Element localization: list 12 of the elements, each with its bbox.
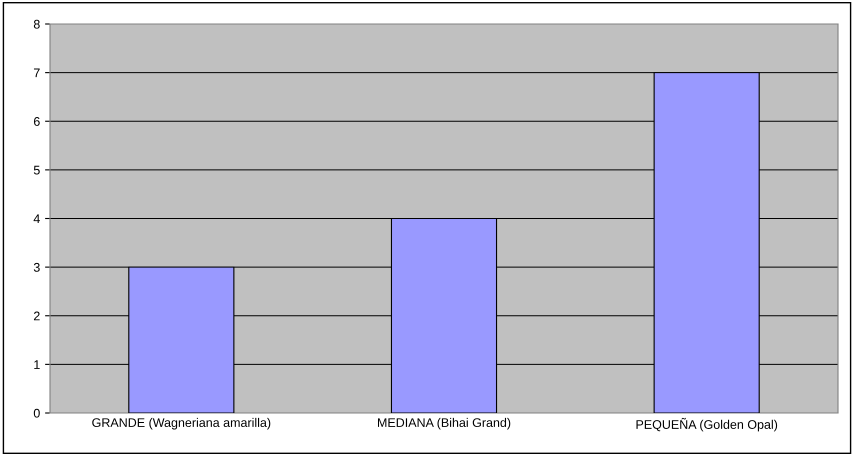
y-tick-label: 6: [34, 117, 40, 126]
y-tick-label: 4: [34, 214, 40, 224]
y-tick-label: 5: [34, 166, 40, 175]
x-tick-label: MEDIANA (Bihai Grand): [378, 418, 510, 430]
y-tick-label: 0: [34, 408, 40, 418]
x-tick-label: GRANDE (Wagneriana amarilla): [92, 418, 270, 430]
y-tick-label: 7: [34, 68, 40, 78]
y-tick-label: 2: [34, 312, 40, 320]
y-tick-label: 8: [34, 20, 40, 29]
y-tick-label: 3: [34, 262, 40, 272]
x-tick-label: PEQUEÑA (Golden Opal): [636, 418, 778, 432]
y-tick-label: 1: [34, 360, 40, 369]
